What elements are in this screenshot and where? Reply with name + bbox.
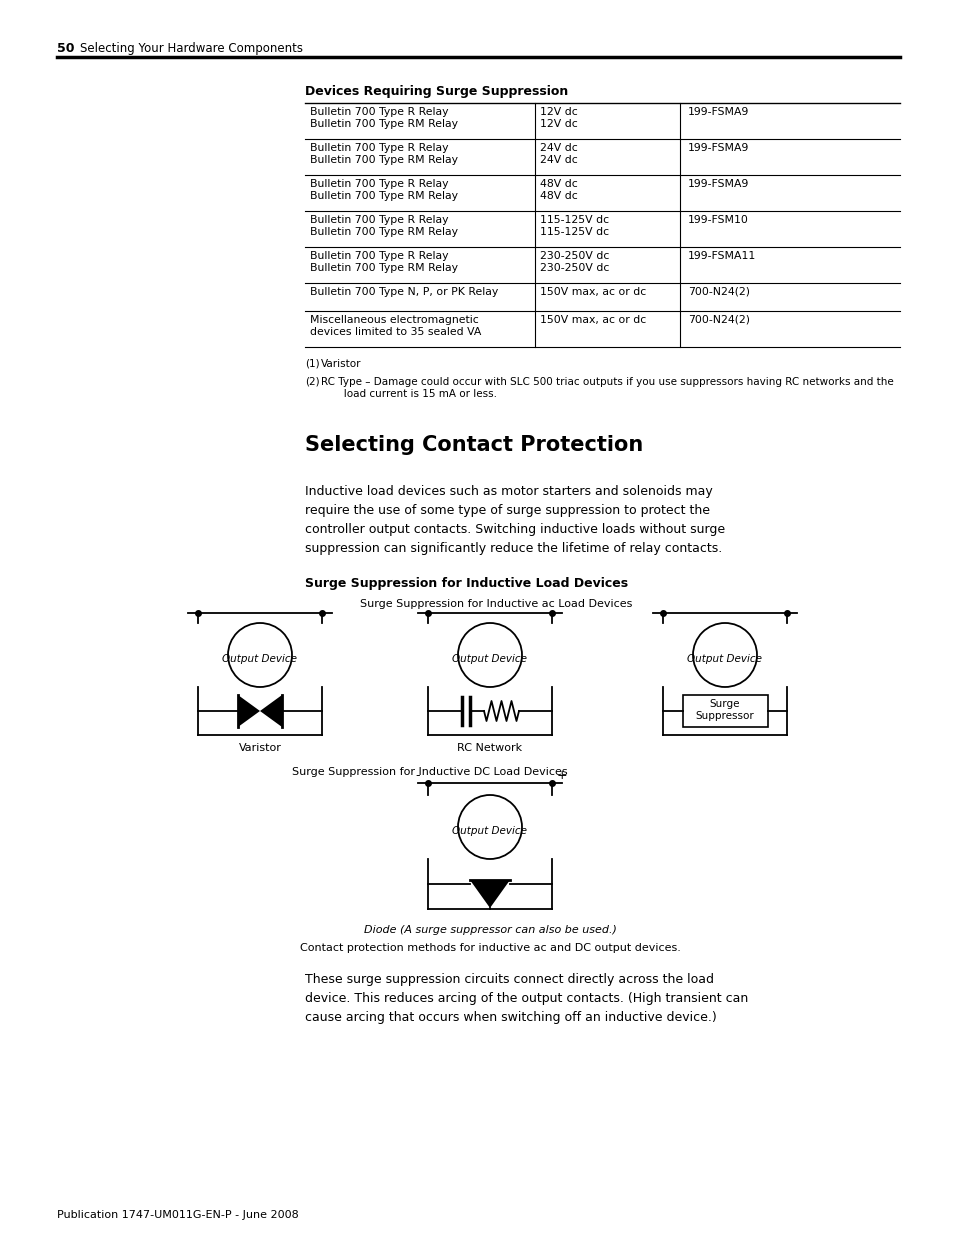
Text: Inductive load devices such as motor starters and solenoids may
require the use : Inductive load devices such as motor sta…	[305, 485, 724, 555]
Text: Surge Suppression for Inductive ac Load Devices: Surge Suppression for Inductive ac Load …	[359, 599, 632, 609]
Text: Bulletin 700 Type N, P, or PK Relay: Bulletin 700 Type N, P, or PK Relay	[310, 287, 497, 296]
Text: Contact protection methods for inductive ac and DC output devices.: Contact protection methods for inductive…	[299, 944, 679, 953]
Text: Output Device: Output Device	[222, 655, 297, 664]
Text: 48V dc
48V dc: 48V dc 48V dc	[539, 179, 578, 200]
Text: 230-250V dc
230-250V dc: 230-250V dc 230-250V dc	[539, 251, 609, 273]
Text: 115-125V dc
115-125V dc: 115-125V dc 115-125V dc	[539, 215, 608, 237]
Text: Output Device: Output Device	[452, 655, 527, 664]
Text: 150V max, ac or dc: 150V max, ac or dc	[539, 287, 645, 296]
Text: 50: 50	[57, 42, 74, 56]
Text: These surge suppression circuits connect directly across the load
device. This r: These surge suppression circuits connect…	[305, 973, 747, 1024]
Text: (1): (1)	[305, 359, 319, 369]
Text: Devices Requiring Surge Suppression: Devices Requiring Surge Suppression	[305, 85, 568, 98]
Text: Bulletin 700 Type R Relay
Bulletin 700 Type RM Relay: Bulletin 700 Type R Relay Bulletin 700 T…	[310, 179, 457, 200]
Text: 12V dc
12V dc: 12V dc 12V dc	[539, 107, 578, 128]
Text: -: -	[416, 769, 420, 782]
Text: Surge Suppression for Inductive DC Load Devices: Surge Suppression for Inductive DC Load …	[292, 767, 567, 777]
Text: 700-N24(2): 700-N24(2)	[687, 315, 749, 325]
Text: Varistor: Varistor	[238, 743, 281, 753]
Text: Output Device: Output Device	[452, 826, 527, 836]
Text: Bulletin 700 Type R Relay
Bulletin 700 Type RM Relay: Bulletin 700 Type R Relay Bulletin 700 T…	[310, 143, 457, 164]
Polygon shape	[237, 695, 260, 727]
Text: Output Device: Output Device	[687, 655, 761, 664]
Text: RC Network: RC Network	[456, 743, 522, 753]
Text: Bulletin 700 Type R Relay
Bulletin 700 Type RM Relay: Bulletin 700 Type R Relay Bulletin 700 T…	[310, 215, 457, 237]
Text: Publication 1747-UM011G-EN-P - June 2008: Publication 1747-UM011G-EN-P - June 2008	[57, 1210, 298, 1220]
Text: 199-FSM10: 199-FSM10	[687, 215, 748, 225]
Text: Miscellaneous electromagnetic
devices limited to 35 sealed VA: Miscellaneous electromagnetic devices li…	[310, 315, 481, 337]
Text: RC Type – Damage could occur with SLC 500 triac outputs if you use suppressors h: RC Type – Damage could occur with SLC 50…	[320, 377, 893, 399]
Text: 199-FSMA9: 199-FSMA9	[687, 107, 749, 117]
Polygon shape	[260, 695, 282, 727]
Text: 24V dc
24V dc: 24V dc 24V dc	[539, 143, 578, 164]
Text: +: +	[557, 769, 567, 782]
Text: Bulletin 700 Type R Relay
Bulletin 700 Type RM Relay: Bulletin 700 Type R Relay Bulletin 700 T…	[310, 251, 457, 273]
Text: Varistor: Varistor	[320, 359, 361, 369]
Text: Surge Suppression for Inductive Load Devices: Surge Suppression for Inductive Load Dev…	[305, 577, 627, 590]
Polygon shape	[470, 881, 510, 908]
Text: Diode (A surge suppressor can also be used.): Diode (A surge suppressor can also be us…	[363, 925, 616, 935]
Text: 199-FSMA9: 199-FSMA9	[687, 143, 749, 153]
Text: Selecting Your Hardware Components: Selecting Your Hardware Components	[80, 42, 303, 56]
Text: 700-N24(2): 700-N24(2)	[687, 287, 749, 296]
Bar	[682, 695, 767, 727]
Text: 150V max, ac or dc: 150V max, ac or dc	[539, 315, 645, 325]
Text: 199-FSMA9: 199-FSMA9	[687, 179, 749, 189]
Text: Surge
Suppressor: Surge Suppressor	[695, 699, 754, 721]
Text: Selecting Contact Protection: Selecting Contact Protection	[305, 435, 642, 454]
Text: (2): (2)	[305, 377, 319, 387]
Text: 199-FSMA11: 199-FSMA11	[687, 251, 756, 261]
Text: Bulletin 700 Type R Relay
Bulletin 700 Type RM Relay: Bulletin 700 Type R Relay Bulletin 700 T…	[310, 107, 457, 128]
